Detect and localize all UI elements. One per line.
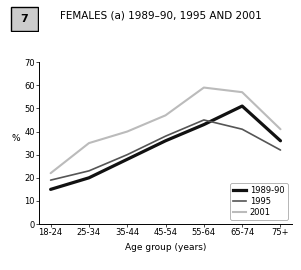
X-axis label: Age group (years): Age group (years) [125, 243, 206, 252]
Text: FEMALES (a) 1989–90, 1995 AND 2001: FEMALES (a) 1989–90, 1995 AND 2001 [60, 11, 262, 21]
Text: 7: 7 [20, 14, 28, 24]
FancyBboxPatch shape [11, 7, 38, 31]
Legend: 1989-90, 1995, 2001: 1989-90, 1995, 2001 [230, 183, 288, 220]
Y-axis label: %: % [12, 134, 20, 143]
